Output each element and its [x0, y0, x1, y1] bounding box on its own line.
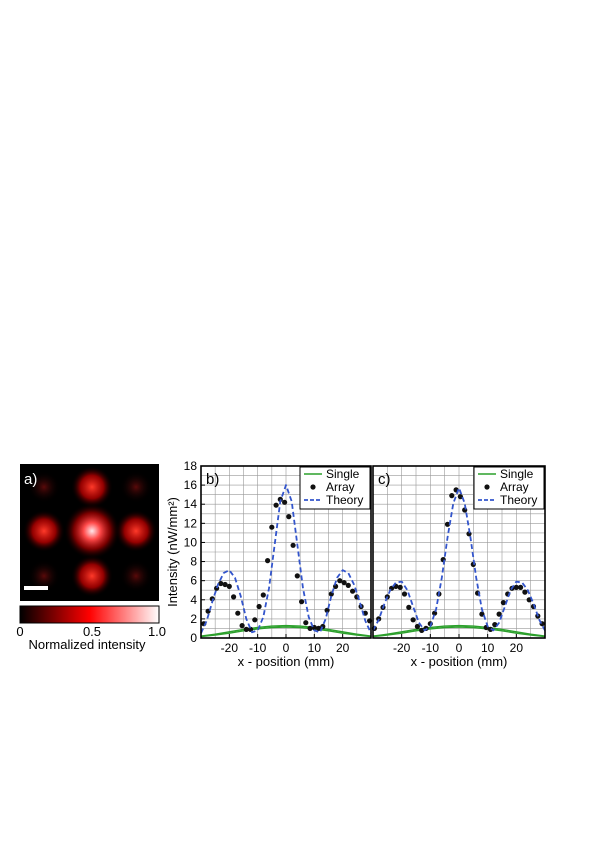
- array-point: [231, 594, 237, 600]
- y-tick-label: 12: [184, 516, 198, 530]
- array-point: [273, 502, 279, 508]
- array-point: [522, 589, 528, 595]
- array-point: [226, 583, 232, 590]
- array-point: [286, 514, 292, 520]
- array-point: [406, 604, 412, 611]
- array-point: [410, 617, 416, 623]
- array-point: [239, 623, 245, 629]
- array-point: [449, 493, 455, 499]
- array-point: [243, 626, 249, 633]
- array-point: [518, 584, 524, 591]
- y-tick-label: 8: [190, 555, 197, 569]
- plot-b: -20 -10 0 10 20x - position (mm)024681012141…: [165, 459, 373, 669]
- x-tick-label: -10: [249, 641, 267, 655]
- colorbar-tick: 0: [16, 624, 23, 639]
- y-tick-label: 2: [190, 612, 197, 626]
- y-tick-label: 16: [184, 478, 198, 492]
- legend-swatch-array: [484, 484, 490, 490]
- array-point: [401, 591, 408, 597]
- spot-side: [23, 510, 65, 552]
- y-tick-label: 6: [190, 574, 197, 588]
- colorbar-tick: 1.0: [148, 624, 166, 639]
- panel-label: c): [378, 471, 391, 488]
- array-point: [218, 580, 224, 587]
- plot-c: -20 -10 0 10 20x - position (mm) c) SingleArra…: [371, 465, 546, 669]
- x-tick-label: -20: [393, 641, 411, 655]
- panel-a: a) 0 0.5 1.0 Normalized intensity: [16, 464, 166, 652]
- y-tick-label: 0: [190, 631, 197, 645]
- array-point: [307, 625, 313, 632]
- colorbar-tick: 0.5: [83, 624, 101, 639]
- array-point: [316, 625, 322, 632]
- array-point: [414, 623, 420, 630]
- x-tick-label: 0: [456, 641, 463, 655]
- array-point: [303, 620, 309, 626]
- panel-label-a: a): [24, 471, 37, 488]
- array-point: [513, 584, 519, 591]
- panel-label: b): [206, 471, 219, 488]
- array-point: [256, 603, 262, 610]
- legend-swatch-array: [310, 484, 316, 490]
- x-tick-label: 10: [481, 641, 495, 655]
- array-point: [444, 521, 451, 527]
- array-point: [496, 611, 502, 617]
- legend-label: Single: [326, 467, 360, 481]
- array-point: [397, 584, 403, 591]
- spot-center: [64, 503, 120, 559]
- x-tick-label: -10: [422, 641, 440, 655]
- spot-corner: [28, 471, 60, 503]
- x-tick-label: 20: [336, 641, 350, 655]
- array-point: [290, 542, 296, 548]
- spot-side: [71, 555, 113, 597]
- colorbar: [19, 605, 160, 624]
- array-point: [457, 494, 463, 500]
- spot-corner: [120, 560, 152, 592]
- x-axis-label: x - position (mm): [238, 654, 335, 669]
- spot-side: [115, 510, 157, 552]
- array-point: [345, 582, 351, 589]
- y-tick-label: 4: [190, 593, 197, 607]
- array-point: [294, 573, 300, 579]
- array-point: [341, 580, 347, 586]
- single-line: [200, 624, 372, 637]
- scale-bar: [24, 586, 48, 590]
- legend-label: Theory: [500, 493, 537, 507]
- x-tick-label: -20: [221, 641, 239, 655]
- legend-label: Array: [500, 480, 529, 494]
- single-line: [200, 626, 372, 638]
- single-line: [372, 624, 546, 637]
- y-tick-label: 18: [184, 459, 198, 473]
- array-point: [419, 627, 425, 634]
- array-point: [222, 581, 228, 588]
- theory-line: [372, 487, 546, 632]
- theory-line: [200, 484, 372, 634]
- array-point: [324, 607, 330, 613]
- x-tick-label: 20: [510, 641, 524, 655]
- array-point: [350, 588, 356, 594]
- y-tick-label: 10: [184, 535, 198, 549]
- legend-label: Array: [326, 480, 355, 494]
- legend-label: Theory: [326, 493, 363, 507]
- x-tick-label: 10: [308, 641, 322, 655]
- single-line: [372, 626, 546, 638]
- array-point: [299, 599, 305, 605]
- array-point: [500, 600, 506, 606]
- array-point: [282, 499, 288, 505]
- x-axis-label: x - position (mm): [411, 654, 508, 669]
- x-tick-label: 0: [283, 641, 290, 655]
- legend-label: Single: [500, 467, 534, 481]
- spot-corner: [28, 560, 60, 592]
- array-point: [265, 558, 271, 564]
- spot-corner: [120, 471, 152, 503]
- spot-side: [71, 466, 113, 508]
- array-point: [269, 524, 275, 530]
- array-point: [337, 578, 343, 584]
- colorbar-label: Normalized intensity: [28, 637, 146, 652]
- array-point: [252, 617, 258, 623]
- y-tick-label: 14: [184, 497, 198, 511]
- y-axis-label: Intensity (nW/mm²): [165, 497, 180, 607]
- array-point: [260, 592, 266, 598]
- array-point: [235, 610, 241, 616]
